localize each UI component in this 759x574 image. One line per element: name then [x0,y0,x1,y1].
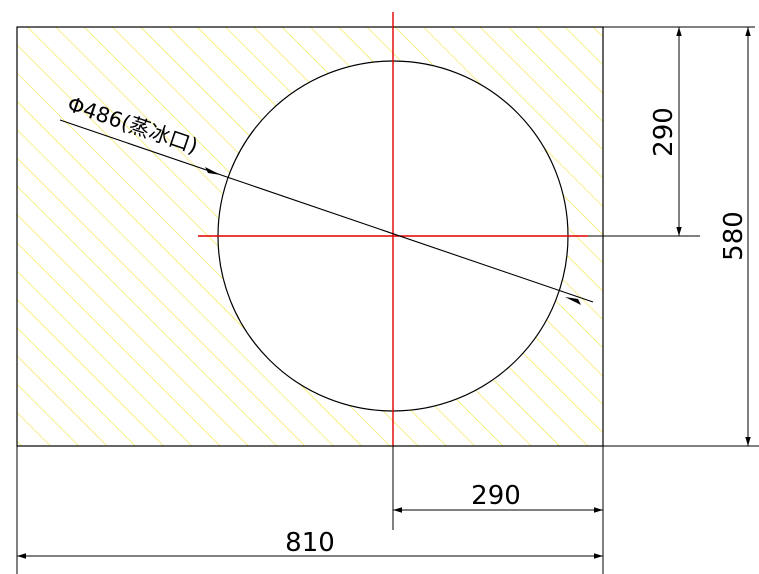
dimension-label-580: 580 [719,211,749,261]
dimension-label-810: 810 [285,528,335,558]
dimension-label-290-vertical: 290 [649,107,679,157]
diameter-leader-line [59,119,594,303]
hatched-plate [17,27,603,446]
diameter-arrow-left [205,167,221,175]
diameter-arrow-right [565,297,581,305]
dimension-label-290-horizontal: 290 [471,481,521,511]
